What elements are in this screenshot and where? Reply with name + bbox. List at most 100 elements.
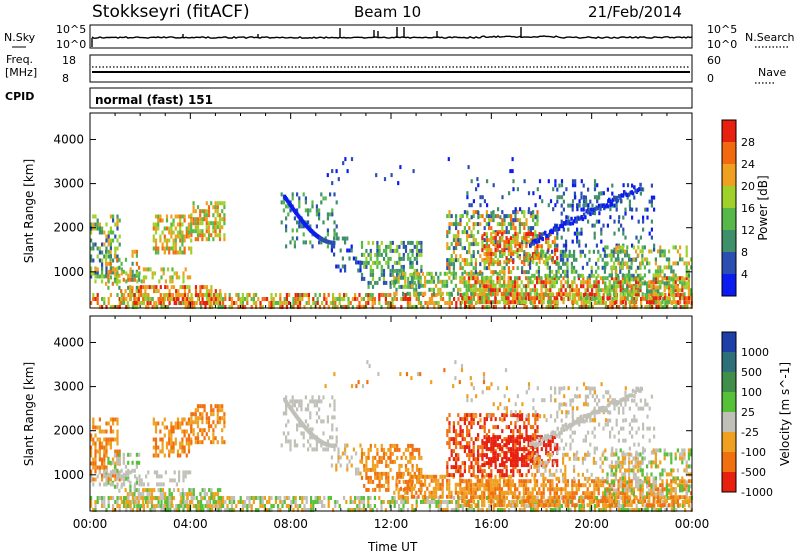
range-gate-cell [580, 301, 583, 305]
range-gate-cell [187, 234, 191, 239]
range-gate-cell [657, 265, 660, 270]
range-gate-cell [575, 292, 578, 297]
range-gate-cell [523, 262, 526, 267]
range-gate-cell [201, 404, 204, 409]
range-gate-cell [301, 297, 304, 301]
range-gate-cell [507, 296, 510, 301]
range-gate-cell [574, 216, 577, 221]
range-gate-cell [174, 226, 177, 231]
range-gate-cell [248, 504, 251, 508]
range-gate-cell [101, 297, 104, 301]
range-gate-cell [380, 293, 383, 297]
range-gate-cell [137, 301, 140, 306]
range-gate-cell [322, 395, 325, 400]
range-gate-cell [415, 500, 418, 504]
range-gate-cell [624, 292, 627, 297]
range-gate-cell [382, 272, 386, 277]
range-gate-cell [406, 508, 409, 512]
range-gate-cell [172, 250, 175, 255]
range-gate-cell [192, 432, 195, 437]
range-gate-cell [118, 470, 121, 475]
range-gate-cell [505, 504, 508, 508]
range-gate-cell [133, 293, 136, 298]
range-gate-cell [122, 277, 125, 282]
range-gate-cell [343, 293, 346, 297]
range-gate-cell [636, 273, 639, 278]
range-gate-cell [411, 248, 414, 253]
range-gate-cell [212, 225, 215, 230]
range-gate-cell [105, 482, 108, 487]
range-gate-cell [270, 297, 273, 301]
range-gate-cell [628, 253, 631, 258]
range-gate-cell [210, 233, 213, 238]
range-gate-cell [380, 471, 383, 476]
range-gate-cell [152, 421, 155, 426]
range-gate-cell [575, 219, 578, 224]
range-gate-cell [98, 470, 101, 475]
range-gate-cell [685, 281, 688, 286]
range-gate-cell [448, 214, 451, 219]
range-gate-cell [527, 280, 530, 285]
range-gate-cell [312, 297, 315, 301]
range-gate-cell [207, 428, 211, 433]
range-gate-cell [483, 260, 486, 265]
range-gate-cell [116, 254, 119, 259]
range-gate-cell [448, 500, 451, 504]
range-gate-cell [415, 268, 419, 273]
range-gate-cell [185, 230, 188, 235]
range-gate-cell [122, 297, 125, 302]
range-gate-cell [508, 500, 511, 504]
range-gate-cell [318, 212, 321, 217]
range-gate-cell [129, 488, 132, 493]
range-gate-cell [675, 293, 678, 297]
range-gate-cell [400, 284, 403, 289]
range-gate-cell [467, 288, 470, 293]
range-gate-cell [335, 443, 338, 448]
range-gate-cell [196, 217, 200, 222]
range-gate-cell [107, 249, 110, 254]
range-gate-cell [654, 296, 657, 301]
range-gate-cell [468, 242, 471, 247]
range-gate-cell [685, 273, 688, 278]
range-gate-cell [507, 230, 510, 235]
range-gate-cell [201, 221, 204, 226]
range-gate-cell [107, 460, 110, 465]
range-gate-cell [307, 208, 310, 213]
range-gate-cell [178, 478, 181, 483]
range-gate-cell [109, 242, 112, 247]
range-gate-cell [465, 292, 468, 297]
range-gate-cell [157, 226, 160, 231]
range-gate-cell [255, 496, 258, 500]
range-gate-cell [343, 305, 346, 309]
range-gate-cell [315, 411, 318, 416]
range-gate-cell [470, 508, 473, 512]
range-gate-cell [302, 435, 305, 440]
range-gate-cell [380, 475, 383, 480]
range-gate-cell [170, 421, 173, 426]
range-gate-cell [90, 504, 93, 508]
range-gate-cell [620, 199, 623, 204]
range-gate-cell [221, 201, 224, 206]
range-gate-cell [212, 420, 215, 425]
range-gate-cell [348, 459, 351, 464]
range-gate-cell [452, 270, 455, 275]
range-gate-cell [190, 218, 193, 223]
range-gate-cell [466, 238, 469, 243]
range-gate-cell [107, 496, 110, 500]
range-gate-cell [281, 301, 284, 305]
range-gate-cell [344, 443, 347, 448]
range-gate-cell [547, 244, 550, 249]
range-gate-cell [477, 250, 480, 255]
range-gate-cell [589, 297, 592, 301]
range-gate-cell [90, 449, 93, 454]
range-gate-cell [555, 261, 558, 266]
range-gate-cell [168, 449, 171, 454]
range-gate-cell [252, 297, 255, 301]
range-gate-cell [452, 234, 455, 239]
range-gate-cell [631, 183, 634, 188]
range-gate-cell [481, 296, 484, 301]
range-gate-cell [433, 305, 436, 309]
range-gate-cell [554, 305, 557, 309]
range-gate-cell [582, 305, 585, 309]
range-gate-cell [380, 305, 383, 309]
